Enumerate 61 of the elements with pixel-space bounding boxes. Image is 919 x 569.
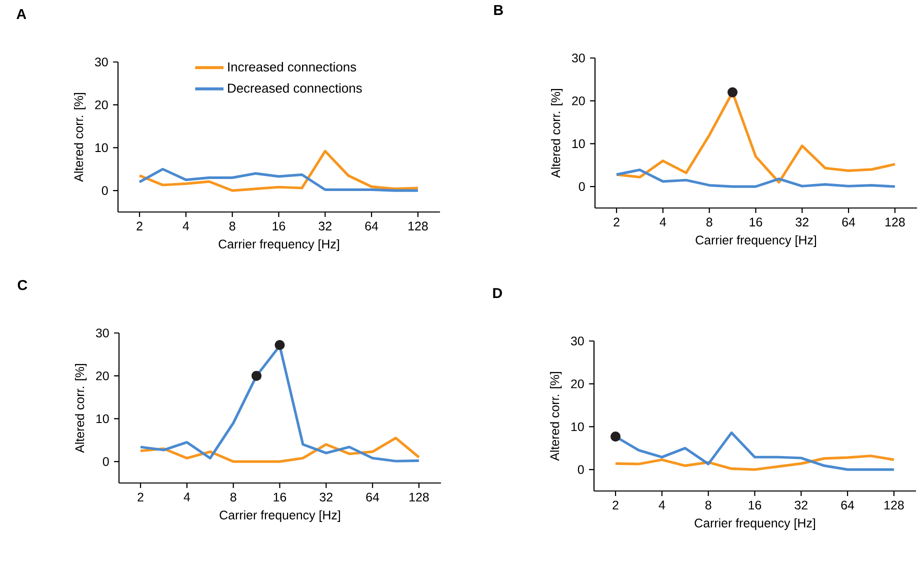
x-tick-label: 64 (365, 222, 378, 230)
x-tick-label: 16 (750, 218, 762, 226)
x-tick-label: 4 (658, 500, 666, 510)
line-series (615, 168, 896, 188)
legend-label: Increased connections (228, 62, 356, 72)
x-tick-label: 2 (138, 492, 144, 502)
x-tick-label: 16 (748, 500, 762, 510)
x-tick-label: 4 (660, 218, 666, 226)
y-tick-label: 20 (95, 100, 108, 110)
x-tick-label: 8 (230, 492, 236, 502)
x-axis-title: Carrier frequency [Hz] (694, 518, 816, 530)
x-axis-title: Carrier frequency [Hz] (696, 235, 816, 247)
x-tick-label: 4 (184, 492, 190, 502)
x-tick-label: 2 (614, 218, 620, 226)
y-axis-title: Altered corr. [%] (74, 93, 86, 182)
x-tick-label: 64 (366, 492, 380, 502)
x-tick-label: 32 (796, 218, 808, 226)
x-tick-label: 8 (706, 218, 712, 226)
x-tick-label: 32 (320, 492, 332, 502)
x-tick-label: 64 (841, 500, 854, 510)
line-series (614, 454, 896, 471)
x-tick-label: 8 (229, 222, 236, 230)
y-axis-title: Altered corr. [%] (75, 364, 87, 453)
chart-title: A (16, 9, 26, 19)
x-tick-label: 128 (410, 492, 429, 502)
y-tick-label: 30 (94, 58, 108, 66)
x-axis-title: Carrier frequency [Hz] (220, 510, 340, 522)
chart-title: D (493, 288, 502, 298)
y-tick-label: 0 (102, 457, 109, 466)
y-tick-label: 20 (572, 96, 585, 106)
chart-title: C (18, 280, 28, 290)
x-tick-label: 2 (612, 500, 618, 510)
line-series (138, 150, 420, 192)
y-tick-label: 0 (578, 465, 584, 474)
legend-label: Decreased connections (228, 83, 362, 93)
x-tick-label: 16 (274, 492, 286, 502)
x-tick-label: 64 (842, 218, 856, 226)
x-tick-label: 32 (794, 500, 808, 510)
y-tick-label: 10 (95, 143, 108, 152)
x-tick-label: 128 (884, 500, 904, 510)
y-tick-label: 0 (578, 182, 585, 191)
y-tick-label: 0 (102, 186, 108, 195)
x-tick-label: 128 (886, 218, 905, 226)
x-axis-title: Carrier frequency [Hz] (218, 239, 339, 251)
y-tick-label: 10 (572, 139, 585, 148)
x-tick-label: 8 (705, 500, 712, 510)
y-tick-label: 30 (96, 328, 109, 338)
y-tick-label: 20 (571, 379, 584, 388)
x-tick-label: 32 (318, 222, 332, 230)
y-tick-label: 30 (572, 54, 585, 62)
x-tick-label: 16 (272, 222, 286, 230)
y-tick-label: 10 (571, 422, 584, 432)
y-axis-title: Altered corr. [%] (550, 372, 562, 461)
y-axis-title: Altered corr. [%] (551, 89, 563, 178)
y-tick-label: 10 (96, 414, 109, 424)
chart-title: B (494, 5, 503, 15)
x-tick-label: 128 (408, 222, 428, 230)
x-tick-label: 2 (136, 222, 142, 230)
y-tick-label: 30 (570, 336, 584, 346)
x-tick-label: 4 (182, 222, 190, 230)
y-tick-label: 20 (96, 371, 109, 380)
